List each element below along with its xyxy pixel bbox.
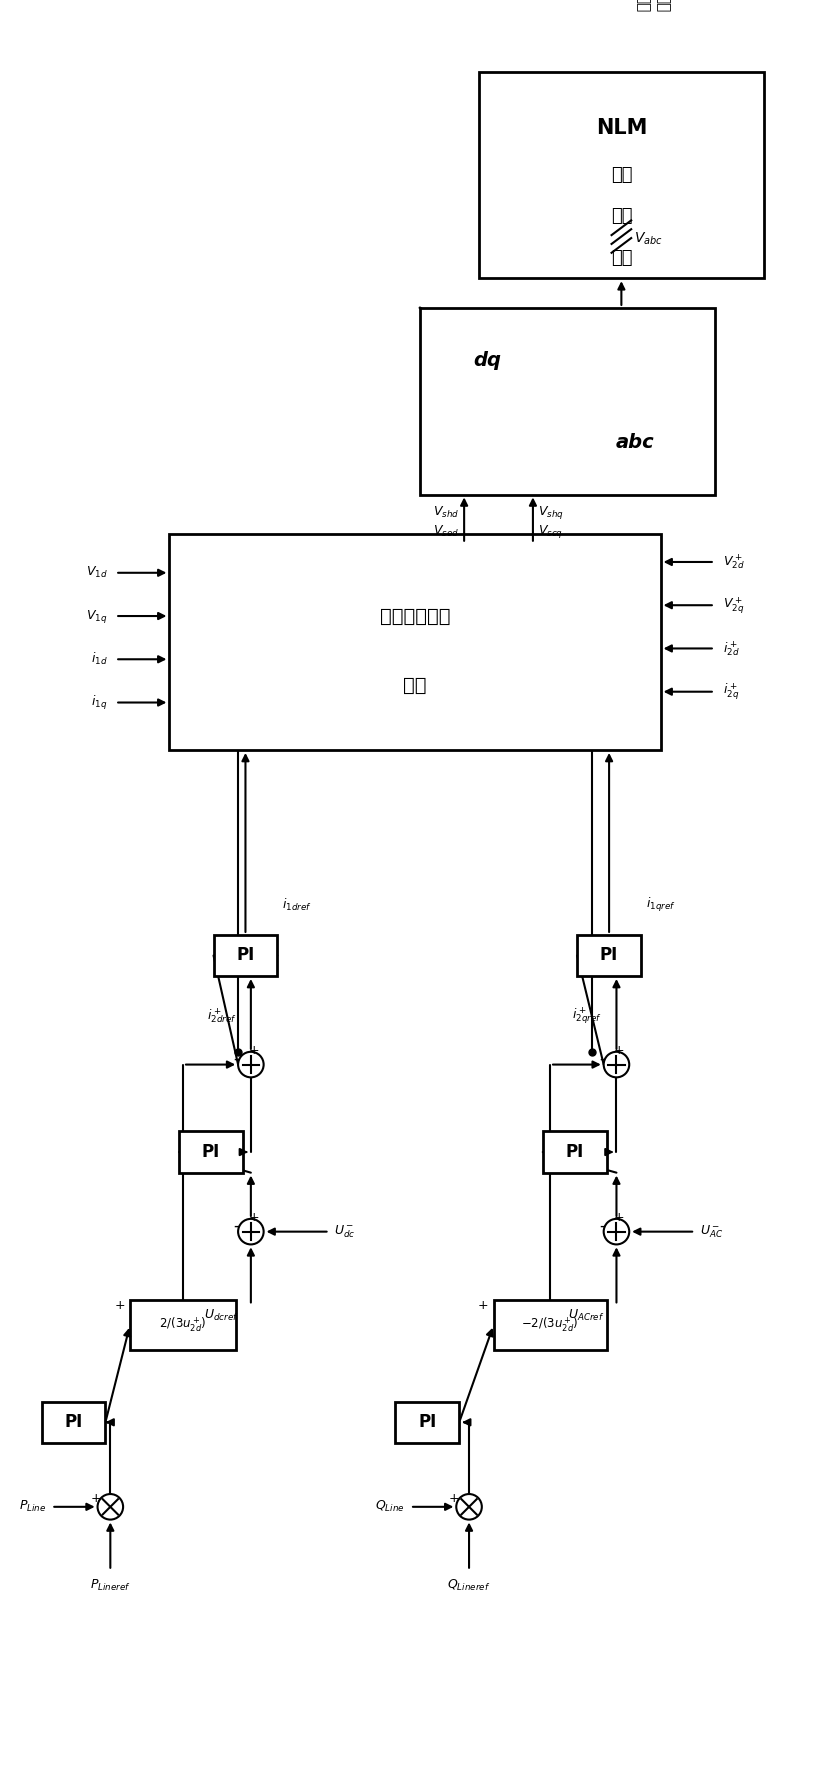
Text: PI: PI — [202, 1142, 220, 1162]
Text: $i_{2qref}^+$: $i_{2qref}^+$ — [571, 1005, 601, 1026]
Text: +: + — [114, 1299, 125, 1312]
Text: $U_{ACref}$: $U_{ACref}$ — [567, 1308, 604, 1322]
Text: $U_{dcref}$: $U_{dcref}$ — [205, 1308, 238, 1322]
Text: $i_{1d}$: $i_{1d}$ — [90, 650, 108, 666]
Bar — [169, 535, 660, 750]
Circle shape — [603, 1219, 628, 1244]
Text: $U_{AC}^-$: $U_{AC}^-$ — [699, 1224, 722, 1240]
Text: NLM: NLM — [595, 118, 647, 137]
Text: $P_{Lineref}$: $P_{Lineref}$ — [89, 1577, 131, 1593]
Text: $V_{shq}$: $V_{shq}$ — [537, 504, 563, 520]
Bar — [420, 308, 714, 495]
Text: +: + — [248, 1044, 259, 1057]
Text: $V_{2d}^+$: $V_{2d}^+$ — [722, 552, 744, 572]
Text: PI: PI — [565, 1142, 583, 1162]
Text: $i_{2q}^+$: $i_{2q}^+$ — [722, 681, 738, 702]
Bar — [214, 936, 277, 977]
Bar — [41, 1402, 105, 1443]
Text: $V_{2q}^+$: $V_{2q}^+$ — [722, 595, 743, 615]
Bar — [576, 936, 640, 977]
Text: $U_{dc}^-$: $U_{dc}^-$ — [334, 1224, 355, 1240]
Text: $2/(3u_{2d}^+)$: $2/(3u_{2d}^+)$ — [159, 1315, 207, 1335]
Text: PI: PI — [599, 946, 618, 964]
Text: -: - — [598, 1050, 604, 1067]
Text: 无源性滑模控: 无源性滑模控 — [379, 606, 450, 625]
Text: $V_{sed}$: $V_{sed}$ — [432, 524, 459, 540]
Text: $Q_{Line}$: $Q_{Line}$ — [375, 1499, 405, 1515]
Text: -: - — [233, 1217, 238, 1235]
Text: $V_{1q}$: $V_{1q}$ — [86, 608, 108, 624]
Text: $i_{2d}^+$: $i_{2d}^+$ — [722, 640, 739, 658]
Text: PI: PI — [417, 1413, 436, 1431]
Text: dq: dq — [473, 351, 501, 369]
Bar — [479, 71, 763, 278]
Text: $Q_{Lineref}$: $Q_{Lineref}$ — [447, 1577, 490, 1593]
Text: +: + — [90, 1493, 101, 1506]
Text: $i_{1dref}$: $i_{1dref}$ — [282, 898, 311, 914]
Text: -: - — [233, 1050, 238, 1067]
Text: -: - — [598, 1217, 604, 1235]
Text: +: + — [614, 1212, 624, 1224]
Circle shape — [98, 1493, 123, 1520]
Bar — [493, 1301, 606, 1349]
Text: +: + — [449, 1493, 459, 1506]
Text: PI: PI — [236, 946, 254, 964]
Circle shape — [238, 1219, 263, 1244]
Text: PI: PI — [65, 1413, 83, 1431]
Text: $i_{1q}$: $i_{1q}$ — [91, 693, 108, 711]
Circle shape — [603, 1051, 628, 1078]
Circle shape — [238, 1051, 263, 1078]
Text: $P_{Line}$: $P_{Line}$ — [19, 1499, 46, 1515]
Text: $V_{scq}$: $V_{scq}$ — [537, 524, 562, 540]
Text: 电容: 电容 — [610, 166, 632, 184]
Text: 调制: 调制 — [610, 249, 632, 267]
Text: $V_{shd}$: $V_{shd}$ — [432, 504, 459, 520]
Circle shape — [455, 1493, 481, 1520]
Text: $-2/(3u_{2d}^+)$: $-2/(3u_{2d}^+)$ — [521, 1315, 578, 1335]
Text: 均压: 均压 — [610, 207, 632, 226]
Text: +: + — [614, 1044, 624, 1057]
Bar — [395, 1402, 459, 1443]
Text: 脉冲: 脉冲 — [654, 0, 669, 12]
Bar — [130, 1301, 236, 1349]
Bar — [179, 1132, 243, 1173]
Text: +: + — [478, 1299, 489, 1312]
Bar — [542, 1132, 606, 1173]
Text: 触发: 触发 — [635, 0, 650, 12]
Text: $V_{abc}$: $V_{abc}$ — [633, 232, 662, 248]
Text: $i_{1qref}$: $i_{1qref}$ — [645, 896, 675, 914]
Text: 制器: 制器 — [402, 675, 426, 695]
Text: $i_{2dref}^+$: $i_{2dref}^+$ — [206, 1007, 236, 1025]
Text: +: + — [248, 1212, 259, 1224]
Text: $V_{1d}$: $V_{1d}$ — [85, 565, 108, 581]
Text: abc: abc — [615, 433, 653, 453]
